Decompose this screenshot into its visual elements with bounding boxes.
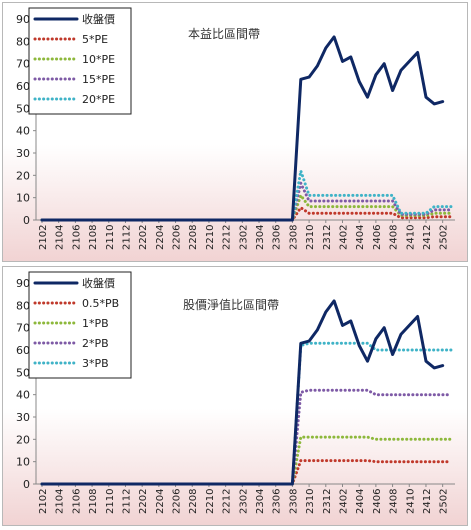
series-line-0 [40,299,445,486]
y-tick-label: 50 [16,366,30,379]
x-tick-label: 2112 [121,489,132,514]
legend-label: 1*PB [82,317,109,330]
series-line-2 [40,193,453,222]
x-tick-label: 2102 [38,489,49,514]
y-tick-label: 30 [16,411,30,424]
legend-label: 0.5*PB [82,297,119,310]
series-line-2 [40,435,453,486]
y-tick-label: 80 [16,35,30,48]
y-tick-label: 90 [16,277,30,290]
legend-label: 收盤價 [82,12,115,26]
y-tick-label: 20 [16,433,30,446]
x-tick-label: 2206 [172,225,183,250]
legend-label: 2*PB [82,337,109,350]
x-tick-label: 2104 [55,225,66,250]
x-tick-label: 2108 [88,225,99,250]
chart-title: 股價淨值比區間帶 [183,297,279,312]
x-tick-label: 2208 [188,489,199,514]
y-tick-label: 50 [16,102,30,115]
y-tick-label: 60 [16,80,30,93]
legend-box [28,7,132,115]
series-line-3 [40,388,453,486]
x-tick-label: 2106 [71,225,82,250]
x-tick-label: 2302 [238,489,249,514]
series-line-1 [40,206,453,222]
legend-label: 5*PE [82,33,108,46]
y-tick-label: 30 [16,147,30,160]
x-tick-label: 2306 [272,225,283,250]
x-tick-label: 2210 [205,489,216,514]
pb-band-chart: 0 10 20 30 40 50 60 70 80 90 2102 2104 2106 2108 2110 2… [16,271,455,514]
x-tick-label: 2310 [305,225,316,250]
x-tick-label: 2212 [222,489,233,514]
x-tick-label: 2410 [405,225,416,250]
y-tick-label: 0 [23,214,30,227]
x-tick-label: 2308 [288,225,299,250]
x-tick-label: 2104 [55,489,66,514]
y-tick-label: 10 [16,456,30,469]
legend-label: 20*PE [82,93,115,106]
x-tick-label: 2412 [422,489,433,514]
y-tick-label: 90 [16,13,30,26]
x-tick-label: 2306 [272,489,283,514]
x-tick-label: 2108 [88,489,99,514]
chart-title: 本益比區間帶 [188,27,260,41]
y-tick-label: 60 [16,344,30,357]
x-tick-label: 2106 [71,489,82,514]
y-tick-label: 80 [16,299,30,312]
x-tick-label: 2102 [38,225,49,250]
legend: 收盤價 5*PE 10*PE 15*PE 20*PE [28,7,132,115]
x-tick-label: 2310 [305,489,316,514]
x-tick-label: 2404 [355,225,366,250]
x-tick-label: 2402 [338,489,349,514]
x-tick-label: 2304 [255,489,266,514]
y-tick-label: 70 [16,322,30,335]
x-tick-label: 2202 [138,225,149,250]
x-tick-label: 2406 [372,489,383,514]
y-tick-label: 10 [16,192,30,205]
x-tick-label: 2408 [389,225,400,250]
x-tick-label: 2204 [155,489,166,514]
y-tick-label: 70 [16,58,30,71]
series-line-3 [40,181,453,222]
x-tick-label: 2408 [389,489,400,514]
x-tick-label: 2304 [255,225,266,250]
x-tick-label: 2404 [355,489,366,514]
legend: 收盤價 0.5*PB 1*PB 2*PB 3*PB [28,271,132,379]
y-tick-label: 0 [23,478,30,491]
x-tick-label: 2302 [238,225,249,250]
x-tick-label: 2110 [105,225,116,250]
x-tick-label: 2210 [205,225,216,250]
y-tick-label: 40 [16,125,30,138]
x-tick-label: 2308 [288,489,299,514]
x-tick-label: 2502 [439,225,450,250]
pe-band-chart: 0 10 20 30 40 50 60 70 80 90 2102 2104 2106 2108 2110 2… [16,7,455,250]
series-line-1 [40,459,453,486]
x-tick-label: 2206 [172,489,183,514]
x-tick-label: 2402 [338,225,349,250]
legend-label: 15*PE [82,73,115,86]
pe-band-chart-panel: 0 10 20 30 40 50 60 70 80 90 2102 2104 2106 2108 2110 2… [2,2,468,262]
y-tick-label: 40 [16,389,30,402]
legend-label: 收盤價 [82,276,115,290]
x-tick-label: 2312 [322,225,333,250]
x-tick-label: 2502 [439,489,450,514]
x-tick-label: 2112 [121,225,132,250]
x-tick-label: 2204 [155,225,166,250]
series-line-0 [40,35,445,222]
x-tick-label: 2412 [422,225,433,250]
x-tick-label: 2208 [188,225,199,250]
x-tick-label: 2202 [138,489,149,514]
x-tick-label: 2312 [322,489,333,514]
x-tick-label: 2406 [372,225,383,250]
pb-band-chart-panel: 0 10 20 30 40 50 60 70 80 90 2102 2104 2106 2108 2110 2… [2,266,468,526]
legend-label: 10*PE [82,53,115,66]
legend-label: 3*PB [82,357,109,370]
x-tick-label: 2410 [405,489,416,514]
y-tick-label: 20 [16,169,30,182]
legend-box [28,271,132,379]
x-tick-label: 2212 [222,225,233,250]
x-tick-label: 2110 [105,489,116,514]
